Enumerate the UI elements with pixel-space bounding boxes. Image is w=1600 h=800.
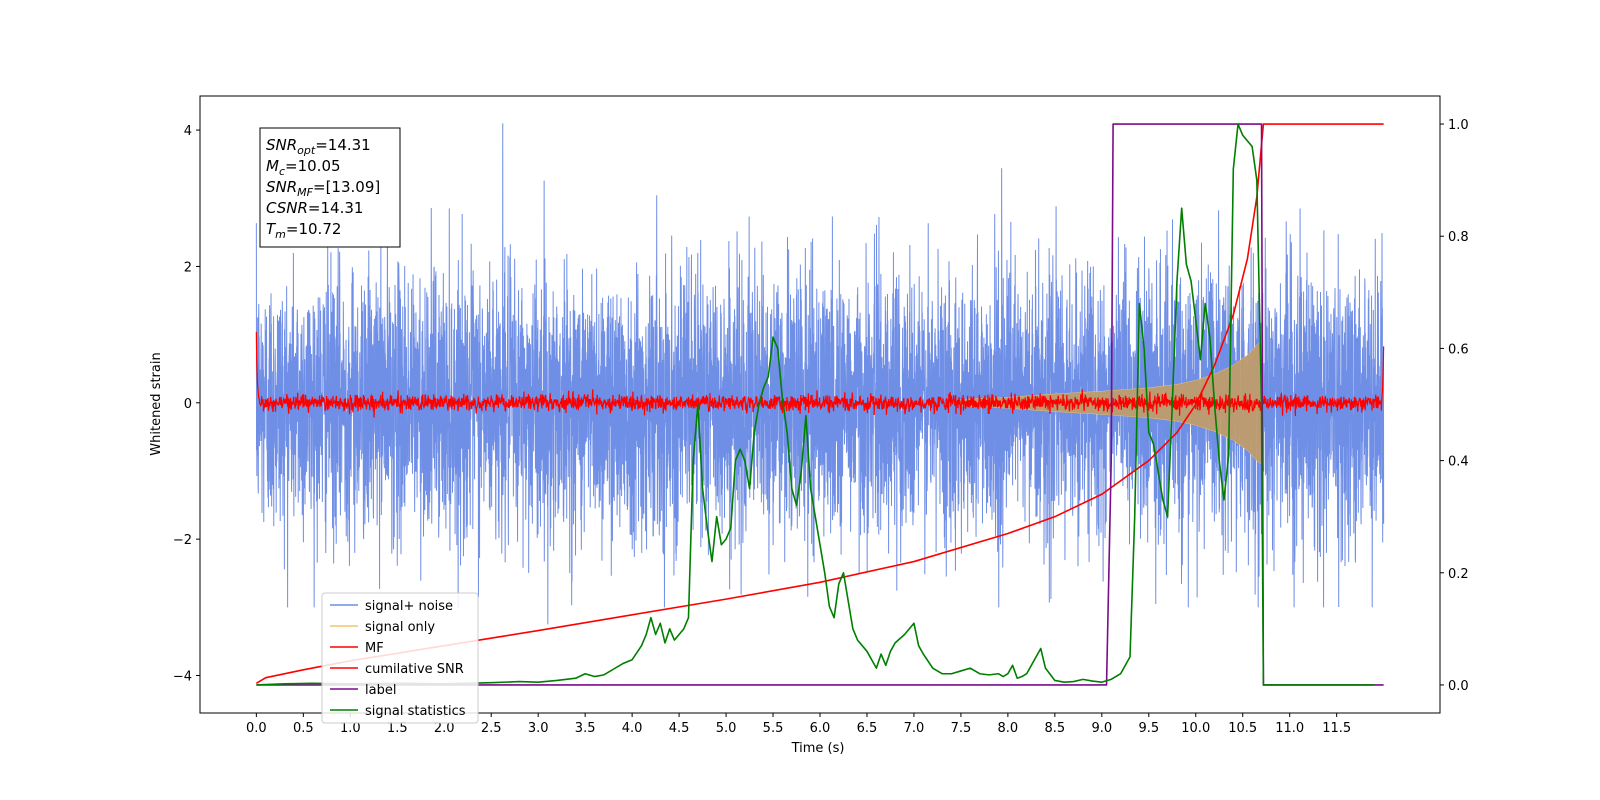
x-tick-label: 5.5	[763, 721, 784, 736]
y2-tick-label: 0.6	[1448, 342, 1469, 357]
x-tick-label: 0.0	[246, 721, 267, 736]
series-mf	[255, 331, 1385, 418]
y-tick-label: 0	[184, 397, 192, 412]
stats-line: Mc=10.05	[266, 157, 341, 178]
x-tick-label: 11.0	[1275, 721, 1304, 736]
legend-entry: label	[365, 683, 396, 698]
y-tick-label: −2	[173, 533, 192, 548]
y-axis-label: Whitened strain	[149, 352, 164, 455]
legend: signal+ noise signal only MF cumilative SNR…	[321, 592, 479, 724]
x-tick-label: 8.5	[1045, 721, 1066, 736]
y2-tick-label: 0.8	[1448, 230, 1469, 245]
x-tick-label: 3.5	[575, 721, 596, 736]
y2-tick-label: 0.4	[1448, 455, 1469, 470]
x-tick-label: 11.5	[1322, 721, 1351, 736]
y-tick-label: −4	[173, 670, 192, 685]
x-tick-label: 6.5	[857, 721, 878, 736]
stats-box-frame	[259, 127, 401, 248]
y2-tick-label: 1.0	[1448, 118, 1469, 133]
stats-line: Tm=10.72	[266, 220, 341, 241]
y2-tick-label: 0.0	[1448, 679, 1469, 694]
x-tick-label: 2.5	[481, 721, 502, 736]
x-axis: 0.0 0.5 1.0 1.5 2.0 2.5 3.0 3.5 4.0 4.5 5.0 5.5 6.0 6…	[246, 713, 1351, 736]
legend-entry: signal+ noise	[365, 599, 453, 614]
legend-frame	[321, 592, 479, 724]
legend-entry: signal statistics	[365, 704, 466, 719]
x-tick-label: 8.0	[998, 721, 1019, 736]
x-tick-label: 5.0	[716, 721, 737, 736]
x-tick-label: 7.0	[904, 721, 925, 736]
legend-entry: cumilative SNR	[365, 662, 464, 677]
x-tick-label: 6.0	[810, 721, 831, 736]
x-tick-label: 10.5	[1228, 721, 1257, 736]
x-tick-label: 1.0	[340, 721, 361, 736]
stats-line: SNRMF=[13.09]	[266, 178, 380, 199]
series-signal-statistics	[256, 123, 1375, 686]
x-axis-label: Time (s)	[791, 741, 845, 756]
y-axis-left: 4 2 0 −2 −4	[173, 124, 200, 685]
legend-entry: signal only	[365, 620, 435, 635]
x-tick-label: 2.0	[434, 721, 455, 736]
x-tick-label: 4.0	[622, 721, 643, 736]
y2-tick-label: 0.2	[1448, 567, 1469, 582]
stats-line: CSNR=14.31	[266, 199, 363, 217]
stats-line: SNRopt=14.31	[266, 136, 371, 157]
x-tick-label: 7.5	[951, 721, 972, 736]
x-tick-label: 10.0	[1181, 721, 1210, 736]
y-tick-label: 2	[184, 260, 192, 275]
x-tick-label: 4.5	[669, 721, 690, 736]
y-tick-label: 4	[184, 124, 192, 139]
x-tick-label: 9.5	[1138, 721, 1159, 736]
stats-box: SNRopt=14.31Mc=10.05SNRMF=[13.09]CSNR=14…	[259, 127, 401, 248]
legend-entry: MF	[365, 641, 384, 656]
x-tick-label: 9.0	[1091, 721, 1112, 736]
x-tick-label: 3.0	[528, 721, 549, 736]
x-tick-label: 0.5	[293, 721, 314, 736]
y-axis-right: 1.0 0.8 0.6 0.4 0.2 0.0	[1440, 118, 1469, 694]
x-tick-label: 1.5	[387, 721, 408, 736]
